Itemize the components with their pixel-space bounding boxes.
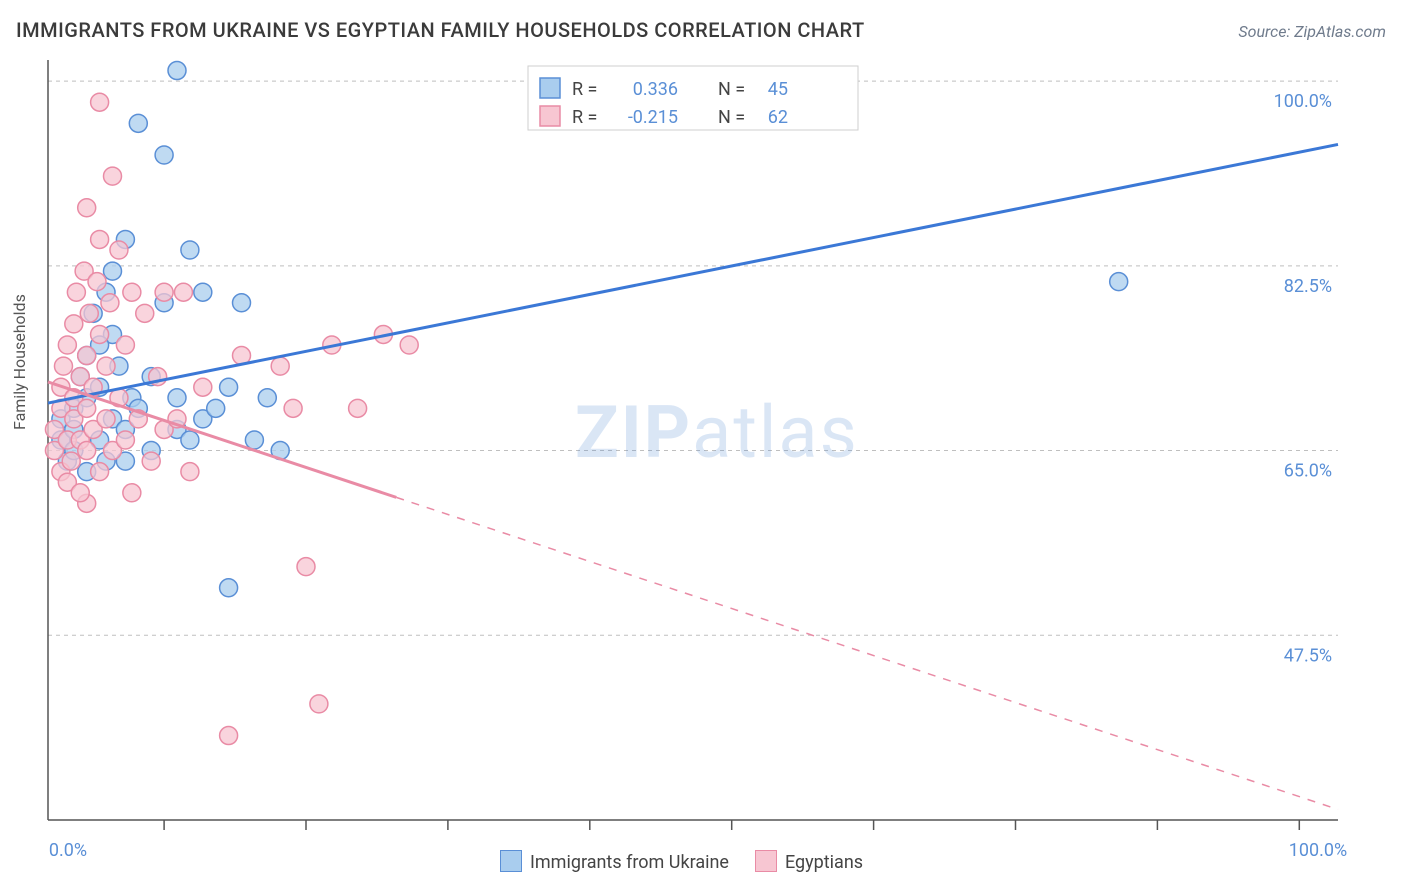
x-min-label: 0.0%: [49, 840, 87, 861]
data-point: [101, 294, 119, 312]
data-point: [155, 283, 173, 301]
data-point: [400, 336, 418, 354]
y-tick-label: 100.0%: [1274, 91, 1332, 112]
square-icon: [540, 106, 560, 126]
data-point: [194, 378, 212, 396]
bottom-legend: Immigrants from Ukraine Egyptians: [500, 850, 863, 873]
data-point: [78, 399, 96, 417]
legend-r-label: R =: [572, 107, 597, 128]
data-point: [123, 283, 141, 301]
data-point: [142, 452, 160, 470]
legend-item-ukraine: Immigrants from Ukraine: [500, 850, 729, 873]
data-point: [78, 442, 96, 460]
data-point: [97, 357, 115, 375]
legend-n-value: 45: [768, 79, 788, 100]
data-point: [78, 347, 96, 365]
data-point: [174, 283, 192, 301]
data-point: [67, 283, 85, 301]
data-point: [284, 399, 302, 417]
legend-label: Immigrants from Ukraine: [530, 852, 729, 873]
data-point: [168, 62, 186, 80]
data-point: [181, 431, 199, 449]
data-point: [91, 463, 109, 481]
data-point: [297, 558, 315, 576]
trend-line-extrapolated: [396, 497, 1338, 809]
data-point: [91, 325, 109, 343]
data-point: [110, 241, 128, 259]
data-point: [168, 389, 186, 407]
legend-r-value: -0.215: [628, 107, 678, 128]
legend-n-label: N =: [718, 107, 745, 128]
correlation-scatter-plot: R = 0.336 N = 45 R = -0.215 N = 62 47.5% 65.0% 82…: [0, 0, 1406, 892]
data-point: [220, 727, 238, 745]
data-point: [116, 336, 134, 354]
data-point: [136, 304, 154, 322]
data-point: [80, 304, 98, 322]
y-tick-label: 82.5%: [1284, 276, 1332, 297]
trend-line: [48, 144, 1338, 403]
legend-n-value: 62: [768, 107, 788, 128]
data-point: [116, 431, 134, 449]
data-point: [310, 695, 328, 713]
data-point: [104, 167, 122, 185]
legend-r-value: 0.336: [633, 79, 678, 100]
data-point: [91, 230, 109, 248]
data-point: [1110, 273, 1128, 291]
legend-n-label: N =: [718, 79, 745, 100]
data-point: [181, 241, 199, 259]
data-point: [258, 389, 276, 407]
data-point: [129, 114, 147, 132]
legend-item-egyptians: Egyptians: [755, 850, 863, 873]
data-point: [104, 262, 122, 280]
data-point: [233, 294, 251, 312]
legend-r-label: R =: [572, 79, 597, 100]
data-point: [91, 93, 109, 111]
data-point: [245, 431, 263, 449]
data-point: [123, 484, 141, 502]
x-max-label: 100.0%: [1289, 840, 1347, 861]
data-point: [220, 378, 238, 396]
data-point: [207, 399, 225, 417]
data-point: [65, 315, 83, 333]
data-point: [349, 399, 367, 417]
data-point: [88, 273, 106, 291]
square-icon: [755, 850, 777, 872]
legend-label: Egyptians: [785, 852, 863, 873]
data-point: [58, 336, 76, 354]
y-tick-label: 65.0%: [1284, 461, 1332, 482]
data-point: [220, 579, 238, 597]
data-point: [97, 410, 115, 428]
y-tick-label: 47.5%: [1284, 645, 1332, 666]
data-point: [78, 199, 96, 217]
data-point: [71, 484, 89, 502]
square-icon: [500, 850, 522, 872]
data-point: [54, 357, 72, 375]
data-point: [194, 283, 212, 301]
square-icon: [540, 78, 560, 98]
data-point: [271, 357, 289, 375]
data-point: [62, 452, 80, 470]
data-point: [181, 463, 199, 481]
data-point: [155, 146, 173, 164]
